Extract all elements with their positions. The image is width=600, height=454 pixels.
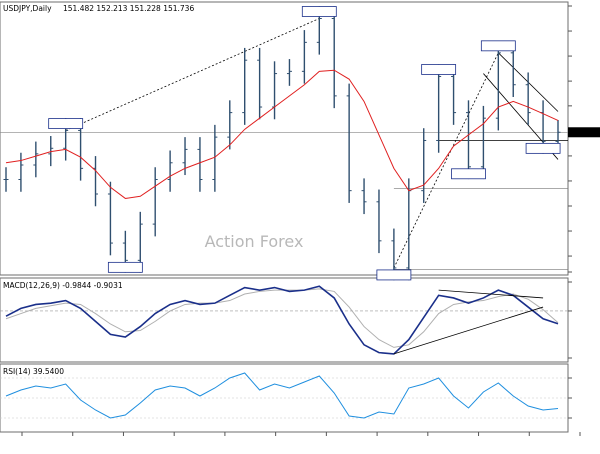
macd-title: MACD(12,26,9) -0.9844 -0.9031 (3, 281, 123, 290)
annotation-layer (48, 6, 600, 281)
macd-panel-frame (0, 277, 569, 363)
price-overlays (0, 18, 568, 270)
price-annotation-box (376, 269, 412, 281)
price-annotation-box (48, 118, 84, 129)
ohlc-header: 151.482 152.213 151.228 151.736 (63, 4, 194, 13)
rsi-layer (0, 372, 572, 419)
price-annotation-box (107, 261, 143, 273)
last-price-badge (568, 127, 600, 138)
chart-symbol-label: USDJPY,Daily (3, 4, 52, 13)
rsi-line (5, 372, 559, 419)
x-axis (21, 432, 581, 436)
macd-layer (0, 281, 572, 359)
price-panel-frame (0, 1, 569, 276)
price-annotation-box (480, 40, 516, 52)
macd-main-line (5, 285, 559, 355)
price-annotation-box (525, 142, 561, 154)
moving-average-line (5, 69, 559, 199)
watermark: Action Forex (205, 232, 304, 251)
rsi-title: RSI(14) 39.5400 (3, 367, 64, 376)
moving-average-layer (5, 69, 559, 199)
price-annotation-box (301, 6, 337, 17)
macd-trendline-falling (438, 289, 544, 299)
price-annotation-box (421, 64, 457, 75)
macd-trendline-rising (393, 306, 544, 355)
price-annotation-box (451, 168, 486, 180)
price-axis (568, 5, 572, 273)
